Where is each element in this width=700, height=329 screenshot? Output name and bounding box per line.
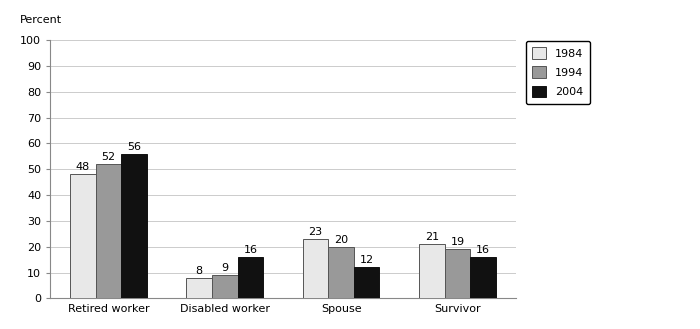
Bar — [470, 257, 496, 298]
Bar — [237, 257, 263, 298]
Bar — [328, 247, 354, 298]
Bar — [419, 244, 445, 298]
Text: 9: 9 — [221, 263, 228, 273]
Text: 16: 16 — [244, 245, 258, 255]
Bar — [212, 275, 237, 298]
Bar — [70, 174, 96, 298]
Text: 21: 21 — [425, 232, 439, 242]
Text: Percent: Percent — [20, 15, 62, 25]
Text: 20: 20 — [334, 235, 348, 245]
Text: 8: 8 — [195, 266, 203, 276]
Bar — [96, 164, 121, 298]
Text: 19: 19 — [450, 237, 465, 247]
Bar — [121, 154, 147, 298]
Text: 52: 52 — [102, 152, 116, 162]
Text: 23: 23 — [309, 227, 323, 237]
Text: 12: 12 — [360, 255, 374, 266]
Bar — [444, 249, 470, 298]
Text: 48: 48 — [76, 163, 90, 172]
Bar — [302, 239, 328, 298]
Bar — [354, 267, 379, 298]
Bar — [186, 278, 212, 298]
Text: 16: 16 — [476, 245, 490, 255]
Text: 56: 56 — [127, 142, 141, 152]
Legend: 1984, 1994, 2004: 1984, 1994, 2004 — [526, 40, 589, 104]
